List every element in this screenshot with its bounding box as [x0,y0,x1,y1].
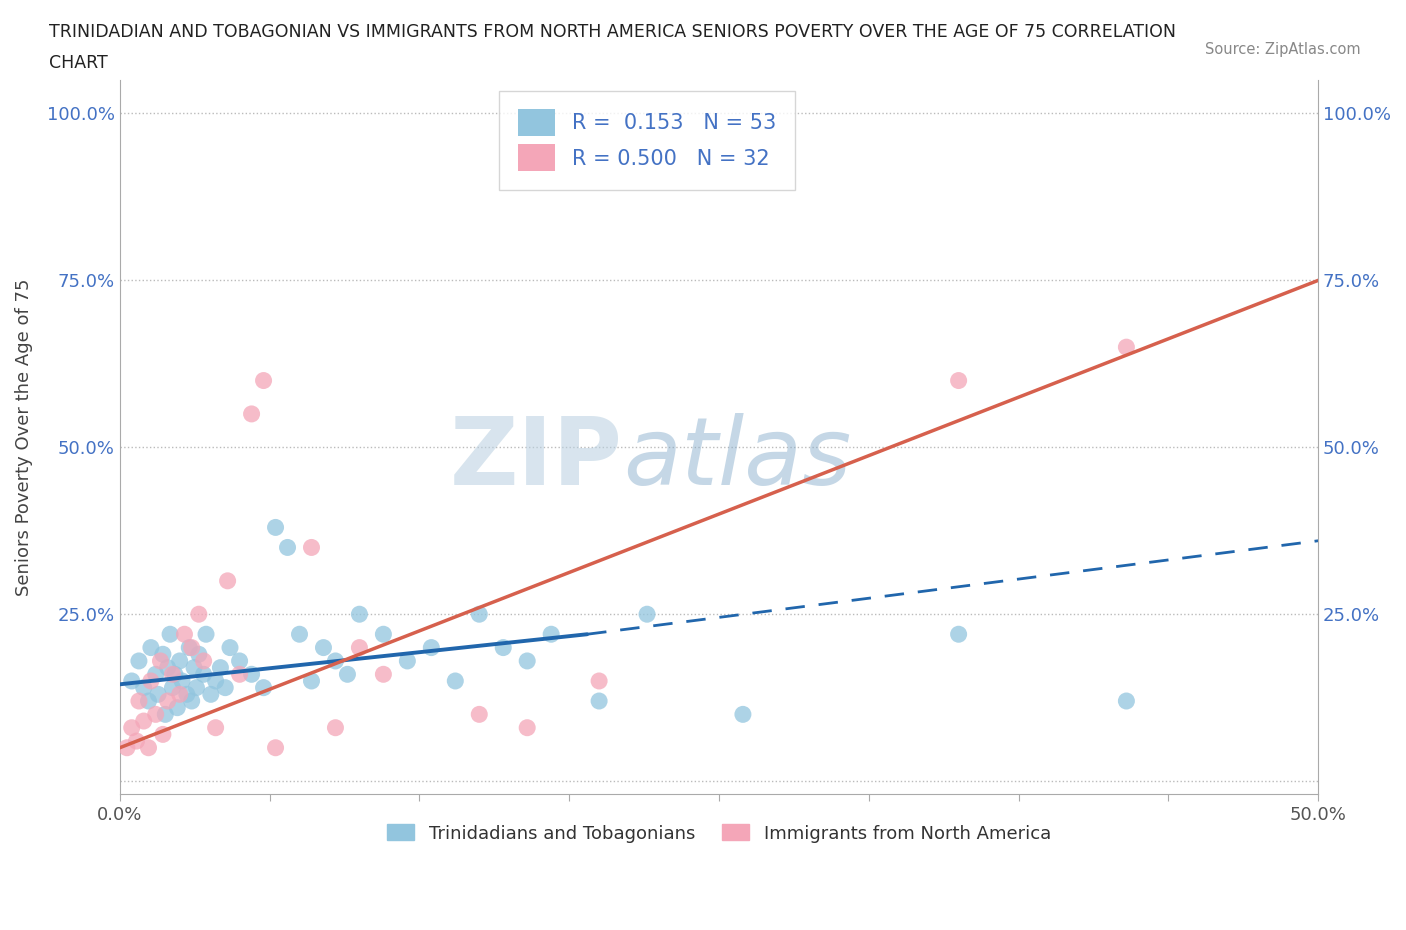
Text: CHART: CHART [49,54,108,72]
Point [195,627,218,642]
Point [145,707,167,722]
Text: Source: ZipAtlas.com: Source: ZipAtlas.com [1205,42,1361,57]
Point [349,606,371,621]
Point [162,680,184,695]
Point [128,654,150,669]
Point [187,647,209,662]
Point [179,640,201,655]
Point [139,673,162,688]
Point [219,640,242,655]
Point [264,520,287,535]
Point [121,673,143,688]
Point [349,640,371,655]
Point [156,660,179,675]
Text: atlas: atlas [623,413,851,504]
Text: TRINIDADIAN AND TOBAGONIAN VS IMMIGRANTS FROM NORTH AMERICA SENIORS POVERTY OVER: TRINIDADIAN AND TOBAGONIAN VS IMMIGRANTS… [49,23,1177,41]
Point [193,654,215,669]
Point [420,640,443,655]
Point [301,673,323,688]
Point [163,667,186,682]
Point [128,694,150,709]
Point [252,680,274,695]
Point [162,667,184,682]
Point [209,660,232,675]
Point [176,687,198,702]
Point [159,627,181,642]
Point [373,627,395,642]
Point [186,680,208,695]
Point [373,667,395,682]
Point [156,694,179,709]
Point [152,647,174,662]
Point [492,640,515,655]
Point [276,540,298,555]
Point [121,720,143,735]
Point [288,627,311,642]
Point [325,720,347,735]
Point [240,406,263,421]
Point [948,627,970,642]
Point [138,694,160,709]
Point [115,740,138,755]
Y-axis label: Seniors Poverty Over the Age of 75: Seniors Poverty Over the Age of 75 [15,279,32,596]
Point [336,667,359,682]
Point [170,673,193,688]
Point [252,373,274,388]
Point [588,694,610,709]
Point [301,540,323,555]
Point [149,654,172,669]
Point [636,606,658,621]
Point [396,654,419,669]
Point [173,627,195,642]
Point [312,640,335,655]
Point [540,627,562,642]
Point [204,720,226,735]
Point [166,700,188,715]
Point [132,680,155,695]
Point [200,687,222,702]
Text: ZIP: ZIP [450,413,623,505]
Point [240,667,263,682]
Point [169,687,191,702]
Point [214,680,236,695]
Point [516,720,538,735]
Point [516,654,538,669]
Point [468,707,491,722]
Point [155,707,177,722]
Point [1115,694,1137,709]
Point [731,707,754,722]
Point [183,660,205,675]
Point [180,640,202,655]
Point [204,673,226,688]
Point [146,687,169,702]
Point [444,673,467,688]
Point [180,694,202,709]
Point [169,654,191,669]
Point [138,740,160,755]
Point [139,640,162,655]
Point [516,119,538,134]
Point [217,574,239,589]
Point [228,667,250,682]
Point [152,727,174,742]
Point [145,667,167,682]
Point [468,606,491,621]
Point [228,654,250,669]
Point [125,734,148,749]
Point [132,713,155,728]
Point [187,606,209,621]
Legend: Trinidadians and Tobagonians, Immigrants from North America: Trinidadians and Tobagonians, Immigrants… [380,817,1059,850]
Point [588,673,610,688]
Point [264,740,287,755]
Point [1115,339,1137,354]
Point [948,373,970,388]
Point [325,654,347,669]
Point [193,667,215,682]
